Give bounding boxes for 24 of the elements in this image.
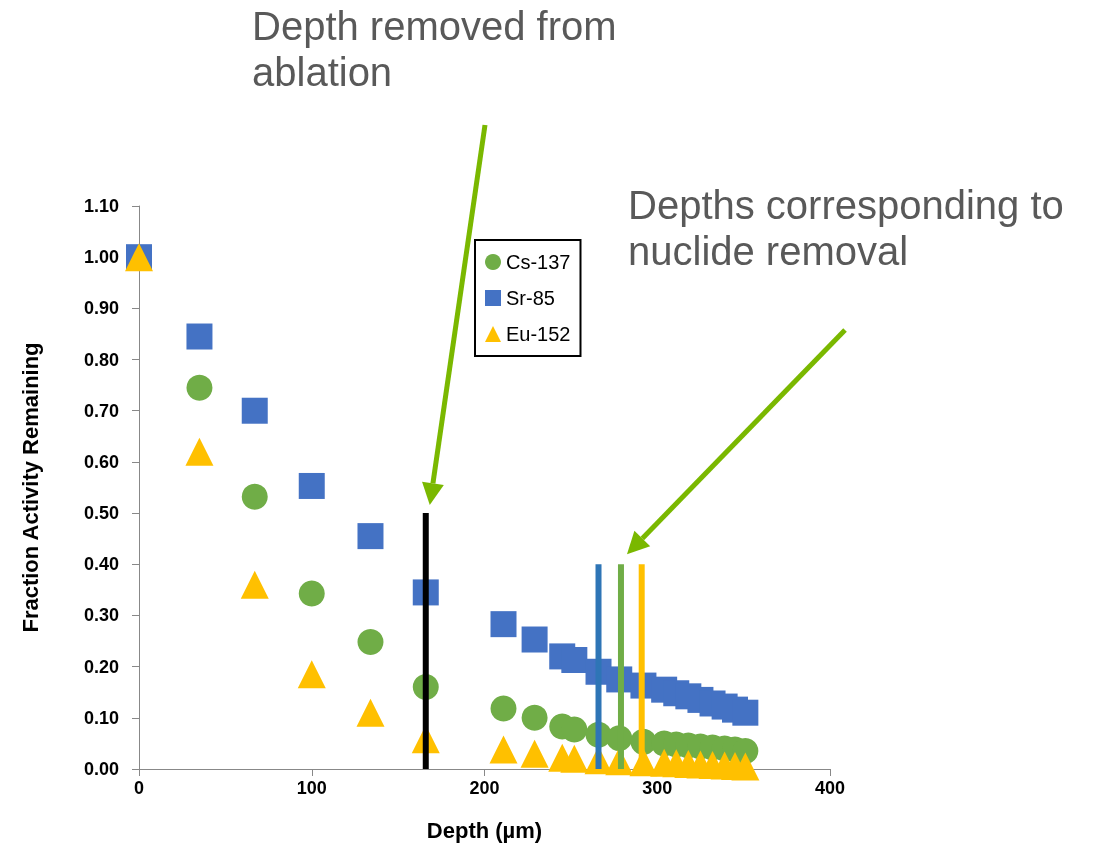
y-tick-label: 0.70 — [83, 400, 119, 421]
x-tick-label: 0 — [133, 778, 145, 798]
legend-label: Sr-85 — [506, 287, 555, 309]
x-tick-label: 300 — [642, 778, 673, 798]
y-tick-label: 0.10 — [83, 707, 119, 728]
text: Depth removed from ablation — [252, 3, 618, 95]
y-tick-label: 0.40 — [83, 554, 119, 575]
y-axis-title: Fraction Activity Remaining — [17, 342, 43, 633]
y-tick-label: 1.00 — [83, 247, 119, 268]
x-axis-title: Depth (µm) — [426, 817, 543, 843]
annotation: Depths corresponding to nuclide removal — [628, 182, 1065, 274]
legend-label: Eu-152 — [506, 323, 571, 345]
legend-label: Cs-137 — [506, 251, 571, 273]
y-tick-label: 1.10 — [83, 196, 119, 216]
y-tick-label: 0.00 — [83, 759, 119, 779]
y-tick-label: 0.60 — [83, 451, 119, 472]
y-tick-label: 0.50 — [83, 503, 119, 524]
x-tick-label: 200 — [469, 778, 500, 798]
x-tick-label: 100 — [296, 778, 327, 798]
y-tick-label: 0.80 — [83, 349, 119, 370]
y-tick-label: 0.90 — [83, 298, 119, 319]
y-tick-label: 0.20 — [83, 656, 119, 677]
y-tick-label: 0.30 — [83, 605, 119, 626]
x-tick-label: 400 — [814, 778, 846, 798]
